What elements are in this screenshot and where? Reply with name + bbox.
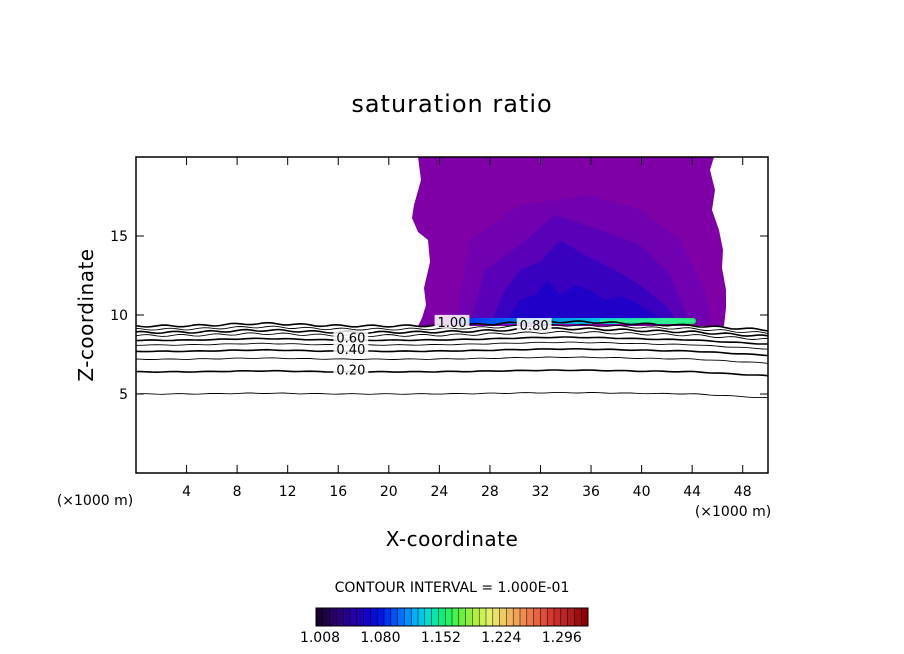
colorbar-swatch — [520, 608, 528, 626]
colorbar-swatch — [431, 608, 439, 626]
contour-line — [136, 348, 768, 357]
contour-label: 1.00 — [438, 316, 467, 331]
colorbar-swatch — [554, 608, 562, 626]
contour-label-bg — [434, 314, 470, 328]
x-tick-label: 12 — [279, 484, 297, 500]
contour-line — [136, 330, 768, 340]
colorbar-swatch — [316, 608, 324, 626]
contour-label: 0.80 — [520, 319, 549, 334]
colorbar-tick-label: 1.152 — [421, 630, 461, 646]
colorbar-swatch — [411, 608, 419, 626]
colorbar-swatch — [506, 608, 514, 626]
colorbar-tick-labels: 1.008 1.080 1.152 1.224 1.296 — [300, 630, 582, 646]
colorbar-swatch — [513, 608, 521, 626]
contour-label: 0.60 — [336, 332, 365, 347]
plot-area: 0.20 0.400.60 1.00 0.80 — [135, 156, 769, 474]
colorbar-swatch — [533, 608, 541, 626]
x-tick-label: 16 — [329, 484, 347, 500]
colorbar-swatch — [472, 608, 480, 626]
y-axis-ticks: 5 10 15 — [110, 229, 768, 403]
colorbar-swatch — [547, 608, 555, 626]
colorbar-swatch — [418, 608, 426, 626]
colorbar-swatch — [343, 608, 351, 626]
contour-interval-label: CONTOUR INTERVAL = 1.000E-01 — [335, 580, 570, 596]
x-tick-label: 36 — [582, 484, 600, 500]
contour-line — [136, 327, 768, 337]
y-tick-label: 10 — [110, 308, 128, 324]
contour-line — [136, 336, 768, 345]
colorbar-swatch — [526, 608, 535, 626]
contour-label: 0.40 — [336, 343, 365, 358]
colorbar-swatch — [404, 608, 412, 626]
filled-contours — [412, 157, 726, 326]
colorbar-swatch — [329, 608, 337, 626]
y-axis-title: Z-coordinate — [74, 248, 98, 381]
colorbar-swatch — [581, 608, 589, 626]
colorbar-swatch — [479, 608, 487, 626]
supersaturated-region-deep — [505, 280, 670, 324]
colorbar-swatch — [384, 608, 392, 626]
colorbar-swatch — [452, 608, 460, 626]
contour-line — [136, 324, 768, 335]
x-tick-label: 40 — [633, 484, 651, 500]
x-tick-label: 48 — [734, 484, 752, 500]
contour-line — [136, 341, 768, 350]
chart-title: saturation ratio — [351, 90, 552, 118]
colorbar-swatch — [560, 608, 569, 626]
colorbar-swatch — [499, 608, 507, 626]
colorbar-tick-label: 1.080 — [360, 630, 400, 646]
contour-line — [136, 391, 768, 399]
x-tick-label: 24 — [430, 484, 448, 500]
x-tick-label: 20 — [380, 484, 398, 500]
x-tick-label: 32 — [532, 484, 550, 500]
contour-label-bg — [333, 362, 369, 376]
colorbar-swatch — [356, 608, 365, 626]
x-tick-label: 28 — [481, 484, 499, 500]
colorbar-swatch — [390, 608, 399, 626]
colorbar-swatch — [574, 608, 582, 626]
contour-label-bg — [333, 341, 369, 355]
colorbar-swatch — [458, 608, 467, 626]
contour-label-bg — [333, 330, 369, 344]
contour-label-bg — [516, 318, 552, 332]
contour-labels: 0.20 0.400.60 1.00 0.80 — [333, 314, 552, 378]
colorbar-swatch — [424, 608, 433, 626]
colorbar-swatch — [445, 608, 453, 626]
x-axis-title: X-coordinate — [386, 527, 519, 551]
max-value-band-core — [600, 319, 694, 323]
y-tick-label: 15 — [110, 229, 128, 245]
x-tick-label: 44 — [683, 484, 701, 500]
contour-lines — [136, 320, 768, 399]
colorbar-swatch — [377, 608, 385, 626]
x-tick-label: 8 — [233, 484, 242, 500]
colorbar-tick-label: 1.224 — [481, 630, 521, 646]
colorbar-swatch — [540, 608, 548, 626]
colorbar-swatch — [397, 608, 405, 626]
colorbar-swatch — [370, 608, 378, 626]
colorbar-tick-label: 1.008 — [300, 630, 340, 646]
colorbar-swatch — [567, 608, 575, 626]
x-unit-label-left: (×1000 m) — [57, 493, 133, 509]
colorbar-swatch — [438, 608, 446, 626]
x-tick-label: 4 — [182, 484, 191, 500]
colorbar-swatch — [322, 608, 331, 626]
colorbar-swatch — [336, 608, 344, 626]
colorbar-swatch — [363, 608, 371, 626]
x-unit-label-right: (×1000 m) — [695, 504, 771, 520]
colorbar-swatch — [350, 608, 358, 626]
colorbar-frame — [315, 607, 589, 627]
contour-line — [136, 369, 768, 377]
colorbar-swatch — [492, 608, 501, 626]
x-axis-ticks: 4 8 12 16 20 24 28 32 36 40 44 48 — [182, 157, 752, 500]
y-tick-label: 5 — [119, 387, 128, 403]
colorbar-tick-label: 1.296 — [542, 630, 582, 646]
contour-line — [136, 356, 768, 364]
colorbar-swatch — [486, 608, 494, 626]
colorbar — [315, 607, 589, 627]
colorbar-swatch — [465, 608, 473, 626]
contour-label: 0.20 — [336, 363, 365, 378]
